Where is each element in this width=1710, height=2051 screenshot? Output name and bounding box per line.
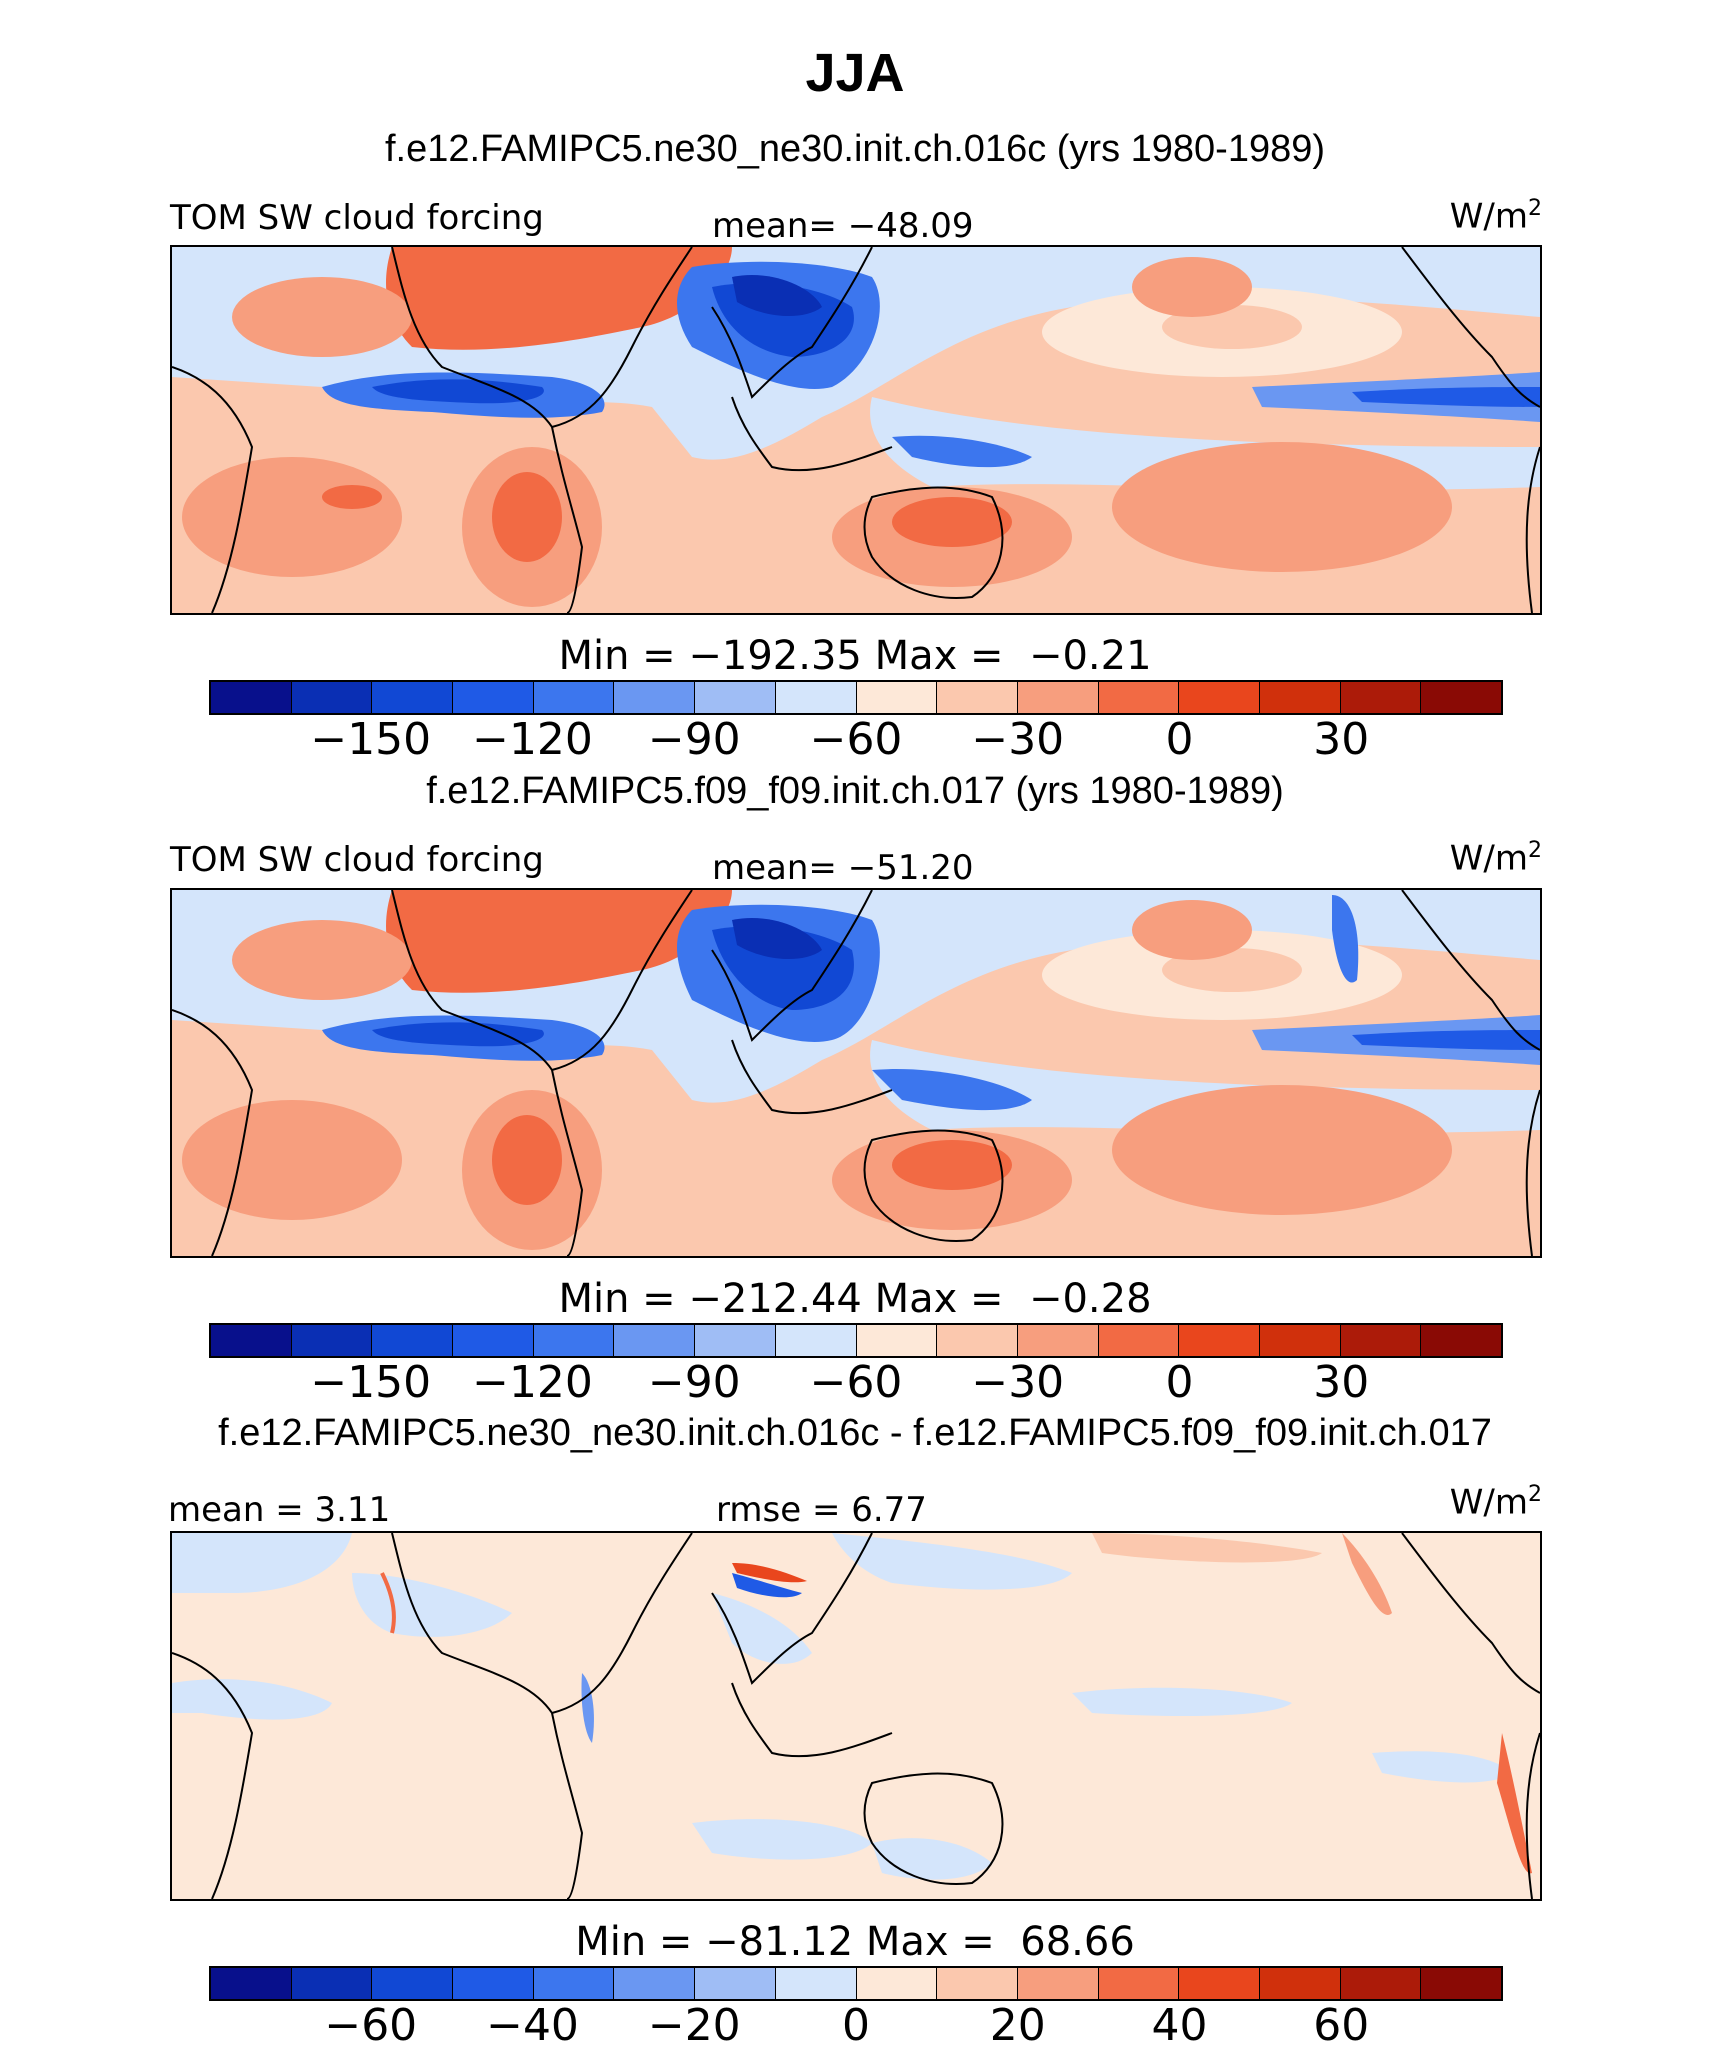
colorbar-swatch [372, 682, 454, 713]
colorbar-tick-label: 20 [989, 2000, 1046, 2051]
colorbar-swatch [533, 1968, 615, 1999]
colorbar-tick-label: −150 [310, 1357, 432, 1408]
colorbar-tick-label: −60 [809, 714, 903, 765]
panel-1-map [170, 245, 1542, 615]
colorbar-swatch [1098, 1325, 1180, 1356]
colorbar-swatch [1098, 1968, 1180, 1999]
colorbar-swatch [1421, 1325, 1501, 1356]
colorbar-swatch [1259, 1968, 1341, 1999]
colorbar-swatch [1017, 682, 1099, 713]
colorbar-swatch [775, 682, 857, 713]
colorbar-swatch [1179, 682, 1260, 713]
colorbar-swatch [1098, 682, 1180, 713]
panel-1-mean-label: mean= −48.09 [712, 206, 974, 246]
colorbar-swatch [614, 1325, 696, 1356]
panel-3-rmse-label: rmse = 6.77 [716, 1490, 927, 1530]
panel-3-units: W/m2 [1449, 1482, 1542, 1523]
colorbar-tick-label: −90 [647, 1357, 741, 1408]
colorbar-swatch [1421, 682, 1501, 713]
colorbar-swatch [1421, 1968, 1501, 1999]
colorbar-swatch [937, 1968, 1018, 1999]
colorbar-tick-label: 60 [1313, 2000, 1370, 2051]
colorbar-swatch [211, 682, 292, 713]
panel-2-contour-field [172, 890, 1540, 1256]
colorbar-tick-label: −120 [472, 1357, 593, 1408]
colorbar-swatch [856, 1968, 938, 1999]
panel-1-units: W/m2 [1449, 196, 1542, 237]
colorbar-tick-label: −120 [472, 714, 593, 765]
colorbar-swatch [856, 682, 938, 713]
colorbar-swatch [533, 682, 615, 713]
panel-2-colorbar [209, 1323, 1503, 1358]
colorbar-swatch [937, 1325, 1018, 1356]
panel-2-map [170, 888, 1542, 1258]
colorbar-swatch [1340, 1968, 1422, 1999]
colorbar-swatch [695, 1968, 776, 1999]
colorbar-swatch [1179, 1968, 1260, 1999]
colorbar-swatch [453, 1968, 534, 1999]
colorbar-swatch [1340, 682, 1422, 713]
colorbar-tick-label: 40 [1151, 2000, 1208, 2051]
colorbar-swatch [372, 1325, 454, 1356]
panel-1-colorbar [209, 680, 1503, 715]
figure-title: JJA [805, 43, 905, 103]
colorbar-tick-label: 0 [1165, 714, 1194, 765]
panel-2-mean-label: mean= −51.20 [712, 848, 974, 888]
colorbar-swatch [1179, 1325, 1260, 1356]
panel-3-mean-label: mean = 3.11 [168, 1490, 391, 1530]
colorbar-tick-label: −30 [971, 714, 1065, 765]
colorbar-tick-label: 0 [842, 2000, 870, 2051]
panel-1-colorbar-ticks: −150 −120 −90 −60 −30 0 30 [0, 714, 1710, 774]
panel-2-minmax: Min = −212.44 Max = −0.28 [558, 1276, 1152, 1322]
colorbar-tick-label: −90 [647, 714, 741, 765]
colorbar-swatch [1340, 1325, 1422, 1356]
colorbar-swatch [291, 682, 373, 713]
colorbar-swatch [1259, 1325, 1341, 1356]
colorbar-swatch [372, 1968, 454, 1999]
panel-1-minmax: Min = −192.35 Max = −0.21 [558, 633, 1152, 679]
colorbar-swatch [695, 682, 776, 713]
panel-2-units: W/m2 [1449, 838, 1542, 879]
panel-3-map [170, 1531, 1542, 1901]
colorbar-tick-label: 0 [1165, 1357, 1194, 1408]
panel-3-contour-field [172, 1533, 1540, 1899]
colorbar-swatch [291, 1968, 373, 1999]
panel-2-colorbar-ticks: −150 −120 −90 −60 −30 0 30 [0, 1357, 1710, 1417]
colorbar-swatch [1017, 1968, 1099, 1999]
colorbar-swatch [211, 1968, 292, 1999]
colorbar-swatch [211, 1325, 292, 1356]
colorbar-swatch [533, 1325, 615, 1356]
panel-3-case-title: f.e12.FAMIPC5.ne30_ne30.init.ch.016c - f… [218, 1412, 1492, 1454]
colorbar-swatch [614, 1968, 696, 1999]
colorbar-tick-label: 30 [1313, 714, 1370, 765]
panel-3-colorbar-ticks: −60 −40 −20 0 20 40 60 [0, 2000, 1710, 2051]
colorbar-swatch [856, 1325, 938, 1356]
colorbar-tick-label: −150 [310, 714, 432, 765]
panel-1-variable-label: TOM SW cloud forcing [170, 198, 544, 238]
colorbar-swatch [775, 1968, 857, 1999]
panel-2-variable-label: TOM SW cloud forcing [170, 840, 544, 880]
colorbar-swatch [291, 1325, 373, 1356]
colorbar-swatch [1017, 1325, 1099, 1356]
panel-1-contour-field [172, 247, 1540, 613]
colorbar-swatch [937, 682, 1018, 713]
colorbar-swatch [453, 1325, 534, 1356]
panel-3-colorbar [209, 1966, 1503, 2001]
colorbar-swatch [614, 682, 696, 713]
colorbar-tick-label: −30 [971, 1357, 1065, 1408]
panel-2-case-title: f.e12.FAMIPC5.f09_f09.init.ch.017 (yrs 1… [426, 770, 1284, 812]
colorbar-tick-label: −60 [809, 1357, 903, 1408]
panel-1-case-title: f.e12.FAMIPC5.ne30_ne30.init.ch.016c (yr… [384, 128, 1326, 170]
colorbar-tick-label: 30 [1313, 1357, 1370, 1408]
colorbar-tick-label: −40 [486, 2000, 579, 2051]
colorbar-swatch [695, 1325, 776, 1356]
panel-3-minmax: Min = −81.12 Max = 68.66 [575, 1919, 1135, 1965]
colorbar-swatch [775, 1325, 857, 1356]
colorbar-swatch [1259, 682, 1341, 713]
colorbar-tick-label: −60 [324, 2000, 418, 2051]
colorbar-tick-label: −20 [647, 2000, 741, 2051]
colorbar-swatch [453, 682, 534, 713]
